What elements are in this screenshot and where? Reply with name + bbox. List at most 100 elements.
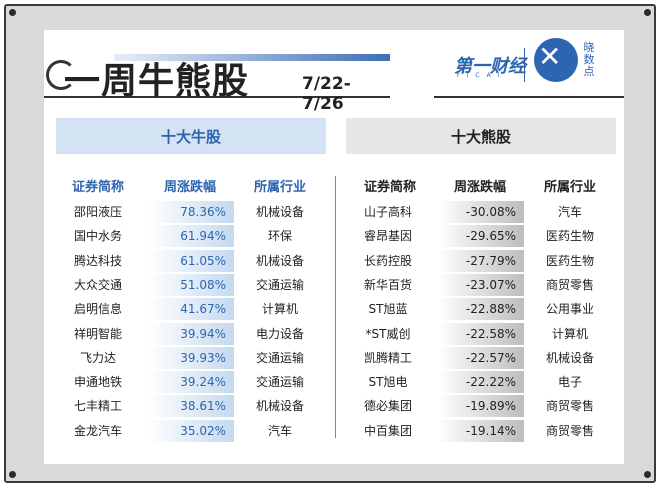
industry: 电子 [557,375,582,390]
weekly-change: -23.07% [438,273,524,296]
industry: 计算机 [261,302,298,317]
industry: 商贸零售 [545,277,594,292]
stock-name: 凯腾精工 [363,350,412,365]
table-row: 祥明智能 39.94% 电力设备 [44,322,624,345]
weekly-change: 78.36% [148,201,234,223]
weekly-change: 61.94% [148,225,234,248]
weekly-change: -22.88% [438,298,524,321]
table-row: 山子高科 -30.08% 汽车 [44,201,624,223]
stock-name: ST旭电 [368,375,408,390]
stock-name: 七丰精工 [73,399,122,414]
bear-col-industry: 所属行业 [543,180,596,195]
bear-col-name: 证券简称 [363,180,416,195]
weekly-change: -19.89% [438,395,524,418]
industry: 机械设备 [255,399,304,414]
stock-name: *ST威创 [365,326,411,341]
table-row: ST旭蓝 -22.88% 公用事业 [44,298,624,321]
industry: 医药生物 [545,253,594,268]
section-divider [335,176,336,438]
industry: 机械设备 [545,350,594,365]
industry: 汽车 [267,423,292,438]
weekly-change: 39.93% [148,346,234,369]
industry: 汽车 [557,205,582,219]
stock-name: ST旭蓝 [368,302,408,317]
title-accent-bar [114,54,390,61]
table-row: 申通地铁 39.24% 交通运输 [44,371,624,394]
stock-name: 飞力达 [79,350,116,365]
weekly-change: 61.05% [148,249,234,272]
stock-name: 祥明智能 [73,326,122,341]
table-row: 启明信息 41.67% 计算机 [44,298,624,321]
industry: 交通运输 [255,350,304,365]
stock-name: 国中水务 [73,229,122,244]
poster-frame: 一周牛熊股 7/22-7/26 第一财经 YICAI ✕ 晓数点 十大牛股 十大… [4,4,656,483]
industry: 商贸零售 [545,399,594,414]
weekly-change: -22.58% [438,322,524,345]
stock-name: 睿昂基因 [363,229,412,244]
industry: 机械设备 [255,253,304,268]
corner-dot [644,471,651,478]
stock-name: 大众交通 [73,277,122,292]
weekly-change: -22.57% [438,346,524,369]
table-row: ST旭电 -22.22% 电子 [44,371,624,394]
bear-section-heading: 十大熊股 [346,118,616,154]
date-range: 7/22-7/26 [302,74,351,114]
industry: 医药生物 [545,229,594,244]
industry: 交通运输 [255,277,304,292]
industry: 交通运输 [255,375,304,390]
table-row: 腾达科技 61.05% 机械设备 [44,249,624,272]
weekly-change: 35.02% [148,419,234,442]
industry: 计算机 [551,326,588,341]
stock-name: 长药控股 [363,253,412,268]
table-row: 中百集团 -19.14% 商贸零售 [44,419,624,442]
stock-name: 启明信息 [73,302,122,317]
table-row: 长药控股 -27.79% 医药生物 [44,249,624,272]
corner-dot [9,471,16,478]
weekly-change: 41.67% [148,298,234,321]
stock-name: 德必集团 [363,399,412,414]
stock-name: 中百集团 [363,423,412,438]
stock-name: 申通地铁 [73,375,122,390]
title-area: 一周牛熊股 7/22-7/26 [44,42,390,114]
sub-brand-logo-icon [534,38,578,82]
corner-dot [9,9,16,16]
logo-divider [524,48,525,82]
weekly-change: 51.08% [148,273,234,296]
table-row: 金龙汽车 35.02% 汽车 [44,419,624,442]
sub-brand-mark-icon: ✕ [538,40,562,73]
table-row: 德必集团 -19.89% 商贸零售 [44,395,624,418]
weekly-change: 38.61% [148,395,234,418]
sub-brand-name: 晓数点 [583,41,595,78]
weekly-change: -30.08% [438,201,524,223]
brand-logo-text: 第一财经 [454,56,526,77]
brand-logo-sub: YICAI [456,72,507,79]
weekly-change: -29.65% [438,225,524,248]
table-row: 大众交通 51.08% 交通运输 [44,273,624,296]
table-row: 凯腾精工 -22.57% 机械设备 [44,346,624,369]
weekly-change: 39.24% [148,371,234,394]
stock-name: 金龙汽车 [73,423,122,438]
page-title: 一周牛熊股 [64,61,250,102]
industry: 公用事业 [545,302,594,317]
table-row: 邵阳液压 78.36% 机械设备 [44,201,624,223]
industry: 机械设备 [255,205,304,219]
weekly-change: -27.79% [438,249,524,272]
industry: 环保 [267,229,292,244]
weekly-change: -19.14% [438,419,524,442]
weekly-change: -22.22% [438,371,524,394]
table-row: 飞力达 39.93% 交通运输 [44,346,624,369]
stock-name: 山子高科 [363,205,412,219]
table-row: 国中水务 61.94% 环保 [44,225,624,248]
bull-col-industry: 所属行业 [253,180,306,195]
industry: 商贸零售 [545,423,594,438]
table-row: 睿昂基因 -29.65% 医药生物 [44,225,624,248]
logo-area: 第一财经 YICAI ✕ 晓数点 [434,30,624,98]
stock-name: 腾达科技 [73,253,122,268]
table-row: *ST威创 -22.58% 计算机 [44,322,624,345]
weekly-change: 39.94% [148,322,234,345]
table-row: 新华百货 -23.07% 商贸零售 [44,273,624,296]
title-ring-icon [46,60,76,90]
table-row: 七丰精工 38.61% 机械设备 [44,395,624,418]
corner-dot [644,9,651,16]
content-card: 一周牛熊股 7/22-7/26 第一财经 YICAI ✕ 晓数点 十大牛股 十大… [44,30,624,464]
